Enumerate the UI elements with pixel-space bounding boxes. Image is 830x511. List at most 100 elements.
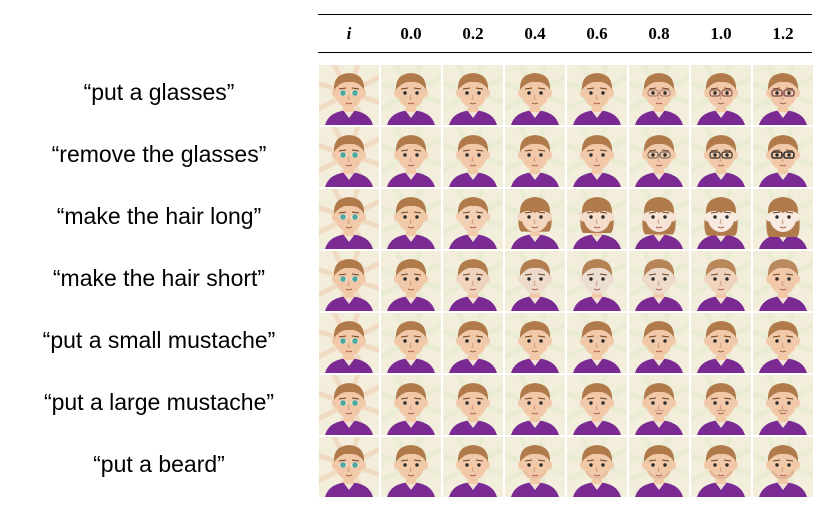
row-label: “put a small mustache” (42, 327, 276, 353)
face-illustration (319, 375, 379, 435)
face-illustration (629, 65, 689, 125)
edited-face-image (691, 437, 751, 497)
edited-face-image (505, 437, 565, 497)
column-header: 0.4 (524, 24, 546, 43)
face-illustration (381, 65, 441, 125)
face-illustration (567, 189, 627, 249)
face-illustration (753, 251, 813, 311)
column-header-row: i 0.0 0.2 0.4 0.6 0.8 1.0 1.2 (318, 15, 812, 52)
header-bottom-rule (318, 52, 812, 53)
edited-face-image (443, 65, 503, 125)
face-illustration (753, 127, 813, 187)
edited-face-image (505, 127, 565, 187)
face-illustration (629, 189, 689, 249)
edited-face-image (381, 313, 441, 373)
face-illustration (567, 65, 627, 125)
edited-face-image (381, 65, 441, 125)
face-illustration (629, 251, 689, 311)
edited-face-image (753, 313, 813, 373)
row-label: “put a beard” (93, 451, 225, 477)
header-top-rule (318, 14, 812, 15)
edited-face-image (691, 127, 751, 187)
face-illustration (691, 127, 751, 187)
edited-face-image (443, 313, 503, 373)
edited-face-image (629, 375, 689, 435)
edited-face-image (567, 375, 627, 435)
edited-face-image (753, 437, 813, 497)
face-illustration (691, 313, 751, 373)
row-label: “put a glasses” (83, 79, 235, 105)
face-illustration (381, 189, 441, 249)
face-illustration (505, 65, 565, 125)
face-illustration (691, 189, 751, 249)
input-face-image (319, 127, 379, 187)
face-illustration (319, 65, 379, 125)
face-illustration (691, 437, 751, 497)
face-illustration (629, 127, 689, 187)
edited-face-image (443, 251, 503, 311)
face-illustration (629, 313, 689, 373)
column-header: 0.0 (400, 24, 422, 43)
face-illustration (629, 437, 689, 497)
edited-face-image (381, 189, 441, 249)
row-label: “remove the glasses” (51, 141, 267, 167)
column-header: 1.0 (710, 24, 732, 43)
edited-face-image (567, 251, 627, 311)
face-illustration (505, 127, 565, 187)
edited-face-image (753, 251, 813, 311)
face-illustration (319, 313, 379, 373)
face-illustration (567, 251, 627, 311)
face-illustration (505, 189, 565, 249)
edited-face-image (505, 375, 565, 435)
column-header: 0.8 (648, 24, 670, 43)
edited-face-image (691, 313, 751, 373)
face-illustration (319, 127, 379, 187)
edited-face-image (691, 375, 751, 435)
face-illustration (443, 375, 503, 435)
row-label: “make the hair short” (52, 265, 266, 291)
row-label: “put a large mustache” (43, 389, 275, 415)
face-illustration (753, 375, 813, 435)
edited-face-image (567, 313, 627, 373)
edited-face-image (381, 437, 441, 497)
edited-face-image (381, 127, 441, 187)
column-header: i (346, 24, 352, 43)
face-illustration (381, 127, 441, 187)
face-illustration (381, 313, 441, 373)
face-illustration (443, 127, 503, 187)
face-illustration (443, 65, 503, 125)
edited-face-image (443, 127, 503, 187)
edited-face-image (381, 375, 441, 435)
face-illustration (567, 375, 627, 435)
edited-face-image (505, 189, 565, 249)
input-face-image (319, 65, 379, 125)
face-illustration (319, 189, 379, 249)
face-illustration (567, 437, 627, 497)
column-header: 1.2 (772, 24, 794, 43)
edited-face-image (753, 127, 813, 187)
row-label: “make the hair long” (56, 203, 262, 229)
face-illustration (691, 65, 751, 125)
face-illustration (753, 65, 813, 125)
edited-face-image (505, 313, 565, 373)
column-header: 0.6 (586, 24, 608, 43)
face-illustration (381, 251, 441, 311)
face-illustration (567, 127, 627, 187)
face-illustration (753, 313, 813, 373)
face-illustration (629, 375, 689, 435)
face-illustration (443, 437, 503, 497)
edited-face-image (691, 189, 751, 249)
face-illustration (505, 251, 565, 311)
edited-face-image (567, 437, 627, 497)
edited-face-image (567, 65, 627, 125)
input-face-image (319, 375, 379, 435)
edited-face-image (505, 251, 565, 311)
input-face-image (319, 437, 379, 497)
face-illustration (505, 437, 565, 497)
input-face-image (319, 313, 379, 373)
edited-face-image (753, 189, 813, 249)
face-illustration (443, 313, 503, 373)
edited-face-image (629, 437, 689, 497)
edited-face-image (629, 313, 689, 373)
